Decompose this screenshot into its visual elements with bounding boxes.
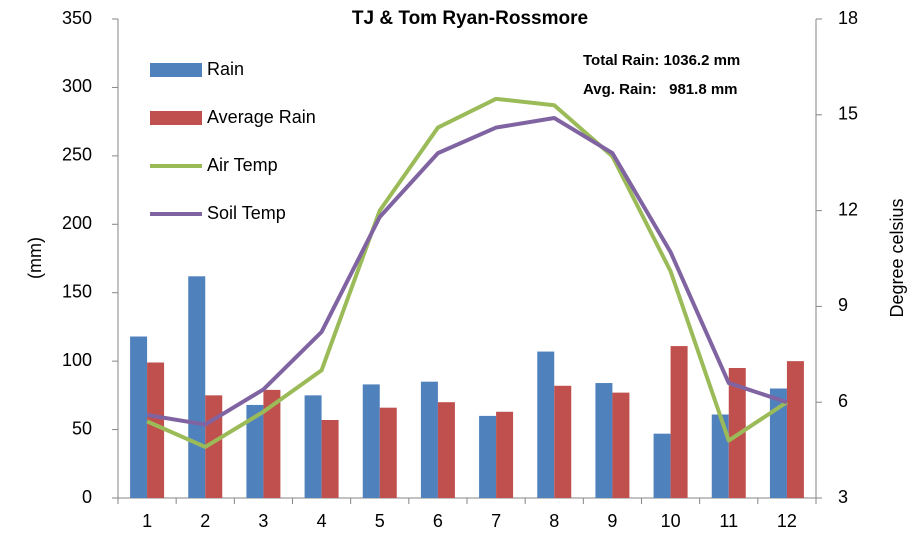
bar [263, 389, 281, 498]
y-tick-label: 300 [62, 76, 92, 96]
bar [786, 361, 804, 498]
bar [246, 404, 264, 498]
bar [130, 336, 148, 498]
legend-swatch [150, 63, 202, 77]
bar [362, 384, 380, 498]
bar [479, 415, 497, 498]
line [146, 96, 789, 449]
y-tick-label: 250 [62, 145, 92, 165]
x-tick-label: 9 [607, 511, 617, 531]
x-tick-label: 8 [549, 511, 559, 531]
bar [554, 385, 572, 498]
x-tick-label: 11 [719, 511, 738, 531]
y-tick-label: 50 [72, 418, 92, 438]
y2-tick-label: 9 [838, 295, 848, 315]
x-tick-label: 3 [258, 511, 268, 531]
bar [670, 346, 688, 498]
legend-label: Rain [207, 59, 244, 79]
y-tick-label: 150 [62, 281, 92, 301]
y2-tick-label: 15 [838, 104, 858, 124]
legend-label: Average Rain [207, 107, 316, 127]
x-tick-label: 2 [200, 511, 210, 531]
x-tick-label: 5 [375, 511, 385, 531]
bar [147, 362, 165, 498]
bar [612, 392, 630, 498]
y-tick-label: 0 [82, 487, 92, 507]
bar [595, 383, 613, 498]
line [146, 115, 788, 427]
chart-title: TJ & Tom Ryan-Rossmore [352, 8, 588, 29]
bar [496, 411, 514, 498]
x-tick-label: 1 [142, 511, 152, 531]
bar [420, 381, 438, 498]
y2-tick-label: 6 [838, 391, 848, 411]
bar [653, 433, 671, 498]
y2-tick-label: 3 [838, 487, 848, 507]
y-axis-label: (mm) [25, 237, 45, 279]
x-tick-label: 4 [317, 511, 327, 531]
bar [379, 407, 397, 498]
y-tick-label: 100 [62, 350, 92, 370]
y2-axis-label: Degree celsius [887, 198, 907, 317]
legend-label: Air Temp [207, 155, 278, 175]
y-tick-label: 350 [62, 8, 92, 28]
bar [437, 402, 455, 498]
bar [537, 351, 555, 498]
bar [711, 414, 729, 498]
annotation: Total Rain: 1036.2 mm [583, 52, 740, 69]
x-tick-label: 7 [491, 511, 501, 531]
y-tick-label: 200 [62, 213, 92, 233]
y2-tick-label: 18 [838, 8, 858, 28]
bar [321, 419, 339, 498]
x-tick-label: 12 [777, 511, 797, 531]
x-tick-label: 6 [433, 511, 443, 531]
legend-label: Soil Temp [207, 203, 286, 223]
bar [769, 388, 787, 498]
bar [304, 395, 322, 498]
x-tick-label: 10 [661, 511, 681, 531]
y2-tick-label: 12 [838, 199, 858, 219]
bar [188, 276, 206, 498]
legend-swatch [150, 111, 202, 125]
annotation: Avg. Rain: 981.8 mm [583, 81, 738, 98]
